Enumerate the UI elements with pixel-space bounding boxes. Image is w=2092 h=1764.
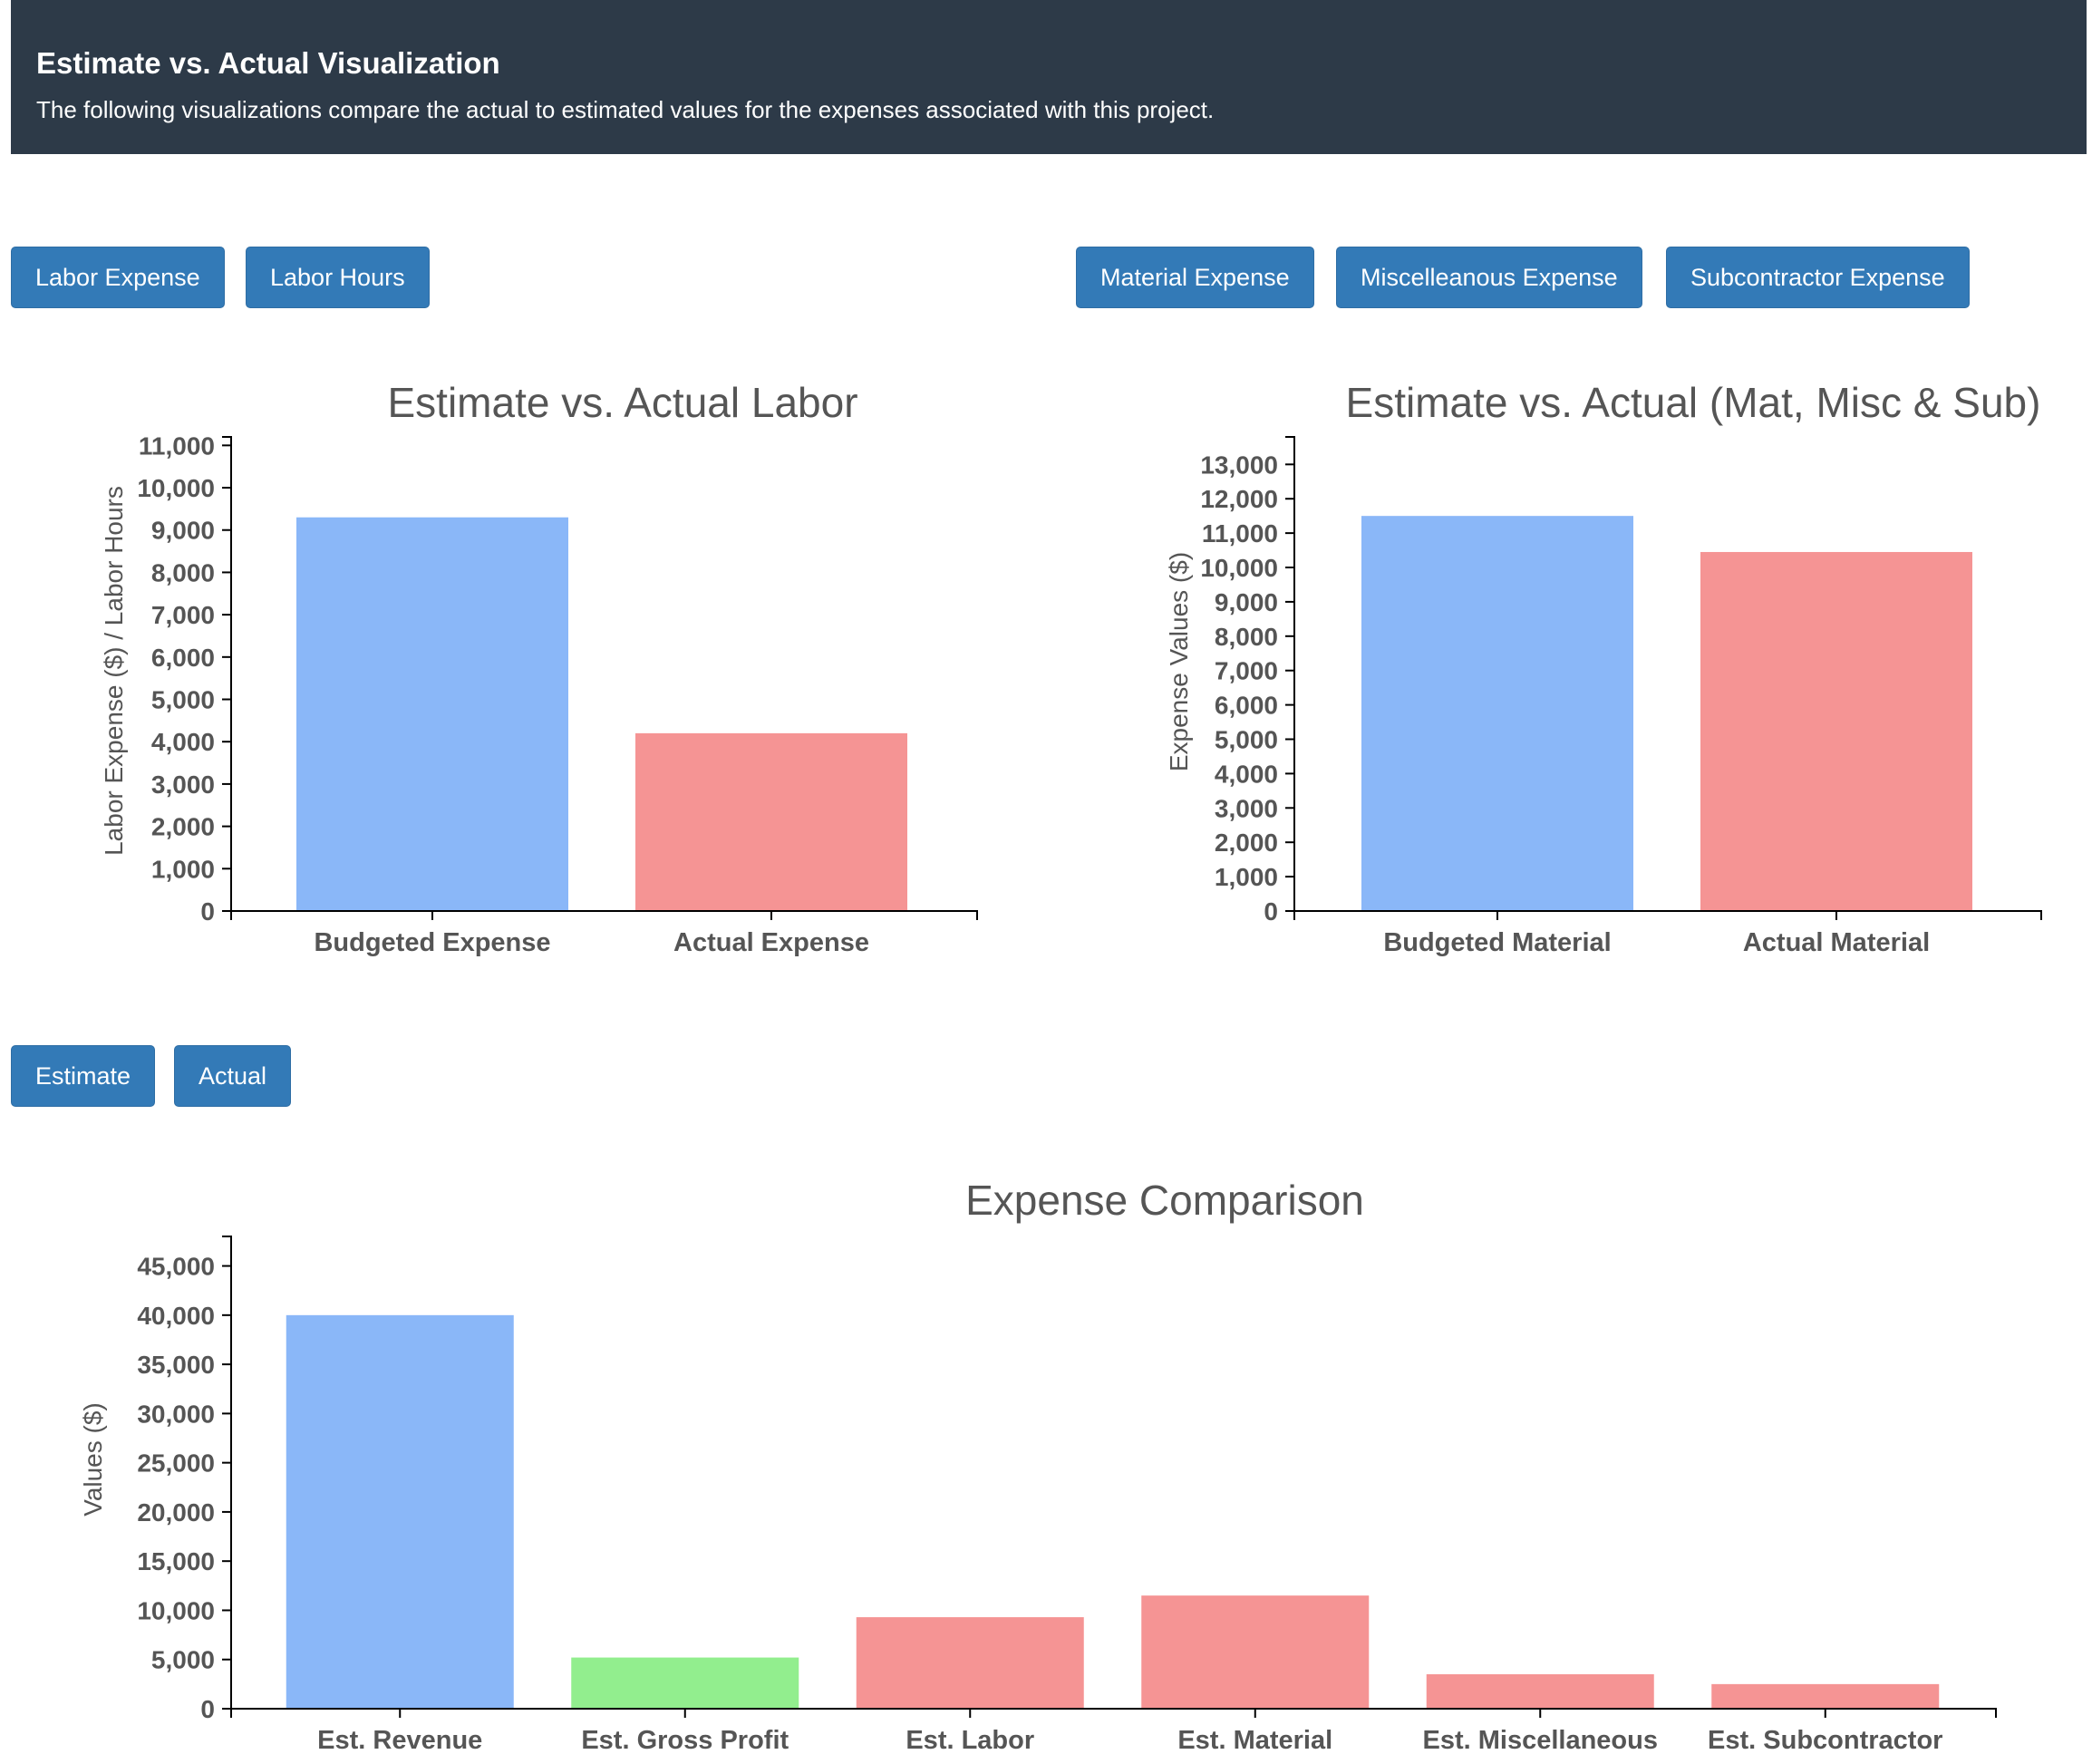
y-tick-label: 4,000: [151, 728, 215, 756]
y-axis-label: Expense Values ($): [1165, 552, 1193, 771]
x-tick-label: Est. Gross Profit: [581, 1726, 789, 1755]
material-expense-button[interactable]: Material Expense: [1076, 247, 1314, 308]
x-tick-label: Est. Miscellaneous: [1423, 1726, 1659, 1755]
page-subtitle: The following visualizations compare the…: [36, 96, 1215, 123]
x-tick-label: Budgeted Material: [1383, 928, 1611, 957]
labor-chart: Estimate vs. Actual Labor Labor Expense (…: [100, 379, 978, 957]
x-axis: [230, 1708, 1997, 1718]
x-tick-label: Est. Labor: [906, 1726, 1034, 1755]
y-tick-label: 11,000: [1202, 519, 1278, 548]
y-tick-label: 6,000: [1215, 692, 1278, 720]
y-tick-label: 0: [200, 897, 215, 926]
x-tick-label: Est. Material: [1177, 1726, 1332, 1755]
y-tick-label: 2,000: [151, 813, 215, 841]
labor-expense-button[interactable]: Labor Expense: [11, 247, 225, 308]
bar: [856, 1617, 1084, 1709]
y-tick-label: 6,000: [151, 644, 215, 672]
y-axis: [222, 1236, 232, 1710]
y-tick-label: 5,000: [1215, 726, 1278, 754]
subcontractor-expense-button[interactable]: Subcontractor Expense: [1666, 247, 1970, 308]
y-tick-label: 4,000: [1215, 760, 1278, 788]
expense-comparison-chart: Expense Comparison Values ($) Est. Revenue…: [79, 1177, 1997, 1755]
chart-title: Expense Comparison: [965, 1177, 1364, 1224]
bar: [635, 732, 907, 911]
actual-button[interactable]: Actual: [174, 1045, 292, 1107]
y-tick-label: 45,000: [137, 1253, 215, 1281]
y-axis: [1285, 436, 1295, 912]
bar: [571, 1657, 799, 1709]
y-tick-label: 10,000: [137, 1596, 215, 1624]
y-tick-label: 7,000: [151, 601, 215, 629]
y-tick-label: 5,000: [151, 686, 215, 714]
labor-hours-button[interactable]: Labor Hours: [246, 247, 430, 308]
y-tick-label: 7,000: [1215, 657, 1278, 685]
y-tick-label: 15,000: [137, 1547, 215, 1575]
bar: [1426, 1674, 1654, 1709]
bar: [1711, 1683, 1940, 1709]
y-tick-label: 12,000: [1200, 485, 1278, 513]
y-tick-label: 30,000: [137, 1400, 215, 1428]
y-axis: [222, 436, 232, 912]
y-tick-label: 9,000: [151, 517, 215, 545]
y-tick-label: 3,000: [1215, 794, 1278, 822]
y-tick-label: 1,000: [151, 855, 215, 883]
chart-title: Estimate vs. Actual Labor: [387, 379, 857, 426]
page-header: Estimate vs. Actual Visualization The fo…: [11, 0, 2087, 154]
y-axis-label: Labor Expense ($) / Labor Hours: [100, 486, 128, 856]
x-tick-label: Est. Subcontractor: [1708, 1726, 1942, 1755]
x-axis: [230, 910, 978, 920]
y-tick-label: 11,000: [139, 431, 215, 460]
x-tick-label: Budgeted Expense: [314, 928, 550, 957]
y-tick-label: 1,000: [1215, 863, 1278, 891]
y-tick-label: 5,000: [151, 1646, 215, 1674]
y-tick-label: 10,000: [137, 474, 215, 502]
estimate-button[interactable]: Estimate: [11, 1045, 156, 1107]
y-tick-label: 13,000: [1200, 451, 1278, 479]
x-tick-label: Actual Material: [1743, 928, 1930, 957]
y-tick-label: 8,000: [1215, 623, 1278, 651]
bar: [1700, 551, 1972, 911]
bar: [286, 1314, 514, 1709]
miscellaneous-expense-button[interactable]: Miscelleanous Expense: [1336, 247, 1642, 308]
y-tick-label: 25,000: [137, 1449, 215, 1478]
y-tick-label: 10,000: [1200, 554, 1278, 582]
x-tick-label: Est. Revenue: [317, 1726, 482, 1755]
y-tick-label: 20,000: [137, 1498, 215, 1527]
y-tick-label: 2,000: [1215, 829, 1278, 857]
bar: [296, 517, 568, 911]
x-axis: [1293, 910, 2042, 920]
material-chart: Estimate vs. Actual (Mat, Misc & Sub) Exp…: [1165, 379, 2042, 957]
y-tick-label: 35,000: [137, 1351, 215, 1379]
bar: [1361, 516, 1633, 911]
y-tick-label: 9,000: [1215, 588, 1278, 616]
y-tick-label: 3,000: [151, 771, 215, 799]
y-tick-label: 40,000: [137, 1302, 215, 1330]
page-title: Estimate vs. Actual Visualization: [36, 46, 500, 80]
y-tick-label: 0: [200, 1695, 215, 1723]
bar: [1141, 1595, 1370, 1709]
y-tick-label: 8,000: [151, 558, 215, 586]
y-tick-label: 0: [1264, 897, 1278, 926]
y-axis-label: Values ($): [79, 1402, 107, 1517]
x-tick-label: Actual Expense: [673, 928, 869, 957]
chart-title: Estimate vs. Actual (Mat, Misc & Sub): [1346, 379, 2041, 426]
